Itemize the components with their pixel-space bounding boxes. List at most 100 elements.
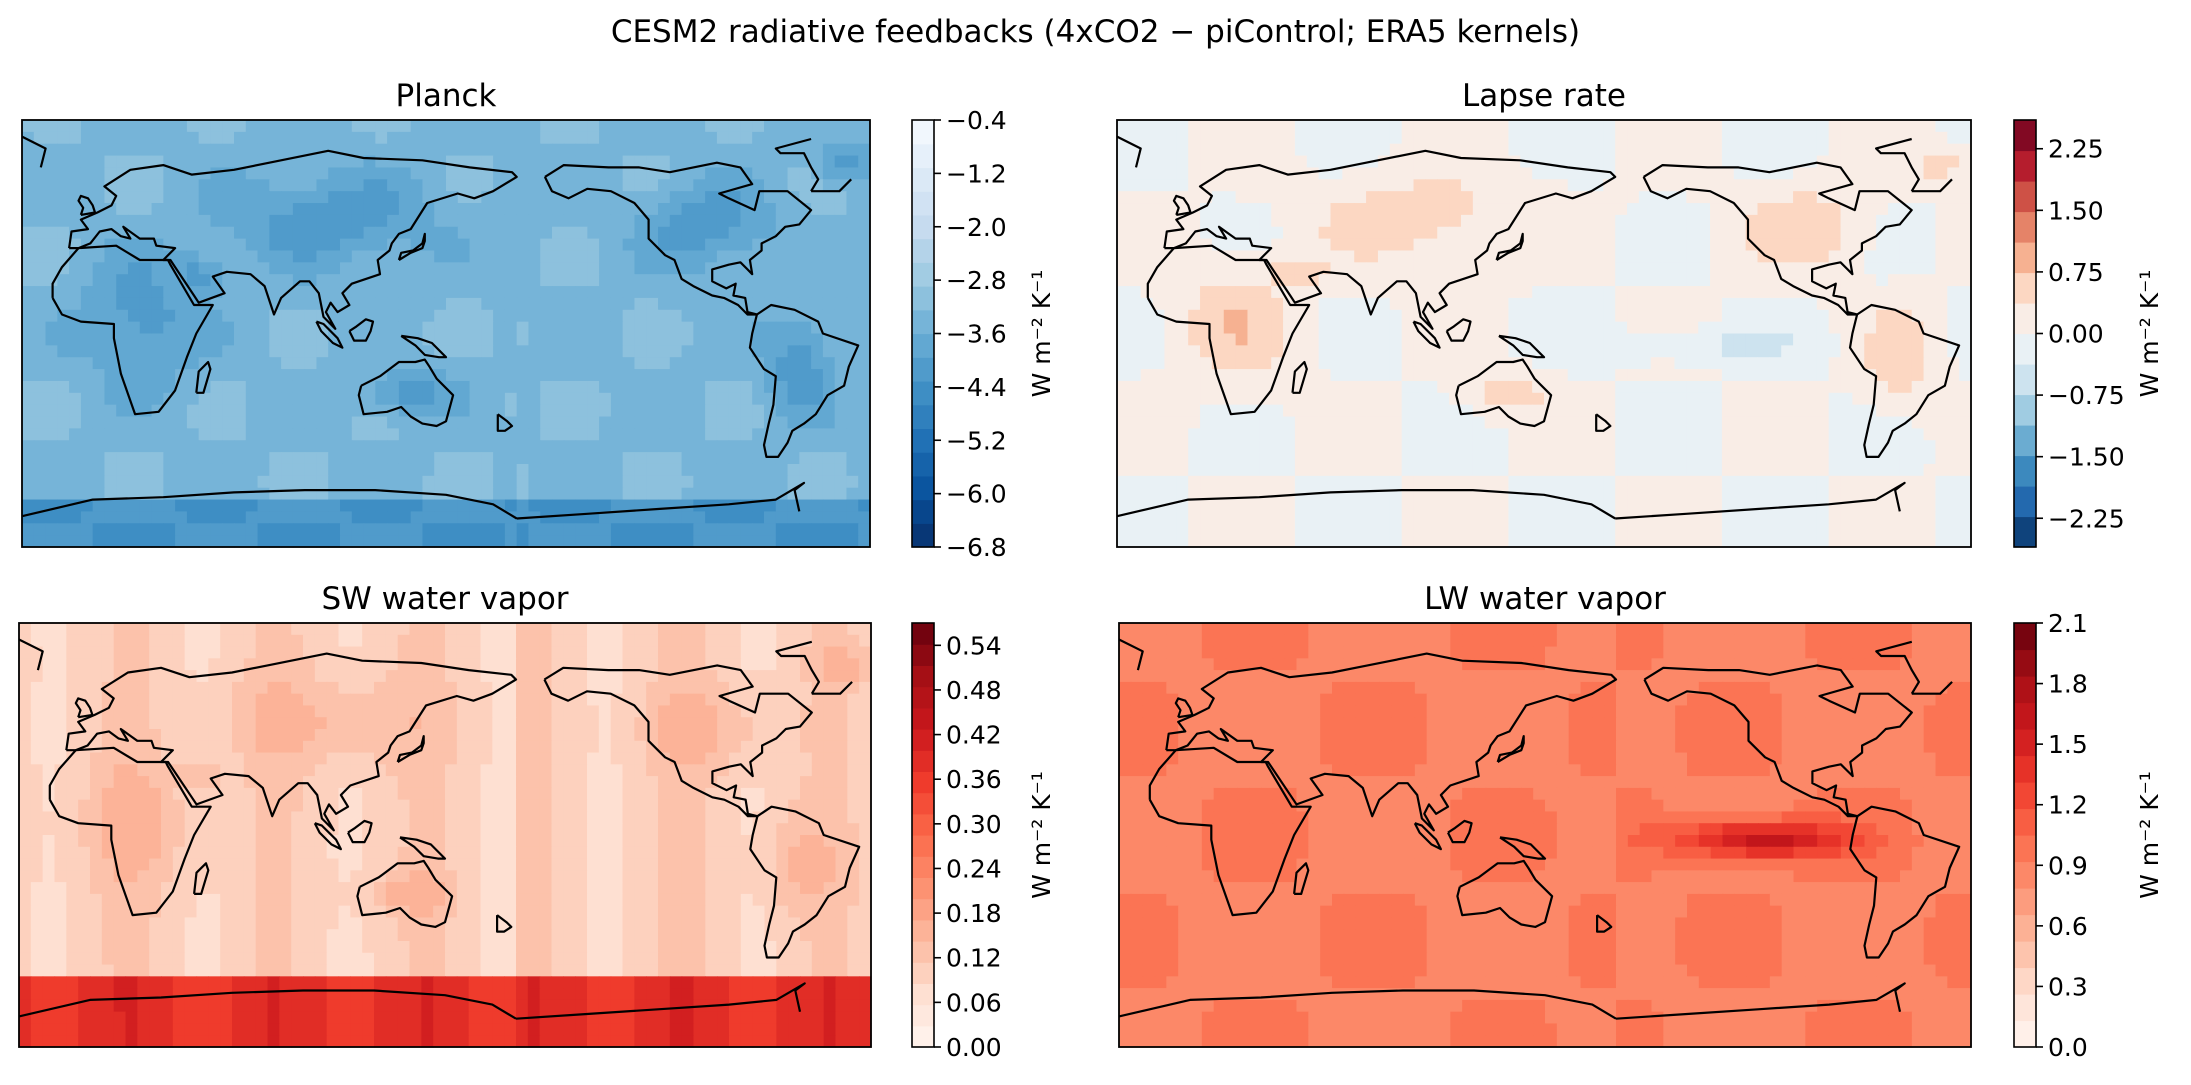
field-cell — [1449, 286, 1461, 298]
field-cell — [1212, 500, 1224, 512]
field-cell — [1307, 476, 1319, 488]
field-cell — [46, 322, 58, 334]
field-cell — [1176, 322, 1188, 334]
field-cell — [93, 428, 105, 440]
field-cell — [163, 334, 175, 346]
field-cell — [1710, 179, 1722, 191]
field-cell — [811, 215, 823, 227]
field-cell — [387, 345, 399, 357]
field-cell — [1485, 310, 1497, 322]
field-cell — [1580, 274, 1592, 286]
field-cell — [1829, 464, 1841, 476]
field-cell — [1520, 144, 1532, 156]
field-cell — [740, 488, 752, 500]
field-cell — [788, 405, 800, 417]
field-cell — [1164, 417, 1176, 429]
field-cell — [1461, 262, 1473, 274]
field-cell — [140, 393, 152, 405]
field-cell — [352, 191, 364, 203]
field-cell — [764, 476, 776, 488]
field-cell — [140, 203, 152, 215]
field-cell — [1176, 381, 1188, 393]
field-cell — [1580, 120, 1592, 132]
field-cell — [1793, 227, 1805, 239]
field-cell — [1129, 215, 1141, 227]
field-cell — [152, 203, 164, 215]
field-cell — [104, 440, 116, 452]
field-cell — [1864, 464, 1876, 476]
field-cell — [1176, 156, 1188, 168]
field-cell — [57, 239, 69, 251]
field-cell — [1437, 215, 1449, 227]
field-cell — [517, 239, 529, 251]
field-cell — [328, 250, 340, 262]
field-cell — [1663, 274, 1675, 286]
field-cell — [258, 334, 270, 346]
field-cell — [22, 405, 34, 417]
field-cell — [152, 274, 164, 286]
field-cell — [1153, 215, 1165, 227]
colorbar: −0.4−1.2−2.0−2.8−3.6−4.4−5.2−6.0−6.8 — [912, 106, 1007, 562]
field-cell — [1817, 345, 1829, 357]
field-cell — [1473, 227, 1485, 239]
field-cell — [1473, 298, 1485, 310]
field-cell — [69, 381, 81, 393]
field-cell — [1295, 179, 1307, 191]
field-cell — [1639, 310, 1651, 322]
field-cell — [116, 215, 128, 227]
field-cell — [1200, 393, 1212, 405]
field-cell — [116, 405, 128, 417]
field-cell — [140, 310, 152, 322]
field-cell — [187, 156, 199, 168]
field-cell — [693, 239, 705, 251]
field-cell — [175, 535, 187, 547]
field-cell — [128, 274, 140, 286]
field-cell — [1366, 464, 1378, 476]
field-cell — [693, 440, 705, 452]
field-cell — [1164, 298, 1176, 310]
field-cell — [152, 167, 164, 179]
field-cell — [811, 511, 823, 523]
field-cell — [1307, 156, 1319, 168]
field-cell — [234, 227, 246, 239]
field-cell — [1959, 322, 1971, 334]
field-cell — [69, 464, 81, 476]
field-cell — [1378, 215, 1390, 227]
field-cell — [752, 144, 764, 156]
field-cell — [1176, 405, 1188, 417]
field-cell — [387, 417, 399, 429]
field-cell — [1473, 452, 1485, 464]
field-cell — [305, 203, 317, 215]
field-cell — [776, 464, 788, 476]
field-cell — [1366, 476, 1378, 488]
field-cell — [1947, 298, 1959, 310]
field-cell — [1591, 144, 1603, 156]
field-cell — [788, 511, 800, 523]
field-cell — [57, 440, 69, 452]
field-cell — [1224, 132, 1236, 144]
field-cell — [104, 417, 116, 429]
field-cell — [587, 250, 599, 262]
field-cell — [281, 227, 293, 239]
field-cell — [682, 310, 694, 322]
field-cell — [1425, 476, 1437, 488]
field-cell — [623, 215, 635, 227]
field-cell — [481, 239, 493, 251]
field-cell — [1793, 144, 1805, 156]
field-cell — [1556, 227, 1568, 239]
field-cell — [1437, 132, 1449, 144]
field-cell — [564, 500, 576, 512]
field-cell — [387, 167, 399, 179]
field-cell — [1698, 167, 1710, 179]
field-cell — [1117, 393, 1129, 405]
field-cell — [776, 322, 788, 334]
field-cell — [1532, 322, 1544, 334]
field-cell — [528, 310, 540, 322]
field-cell — [1935, 452, 1947, 464]
field-cell — [1307, 203, 1319, 215]
field-cell — [1829, 428, 1841, 440]
field-cell — [599, 167, 611, 179]
field-cell — [493, 310, 505, 322]
field-cell — [1331, 286, 1343, 298]
field-cell — [646, 156, 658, 168]
